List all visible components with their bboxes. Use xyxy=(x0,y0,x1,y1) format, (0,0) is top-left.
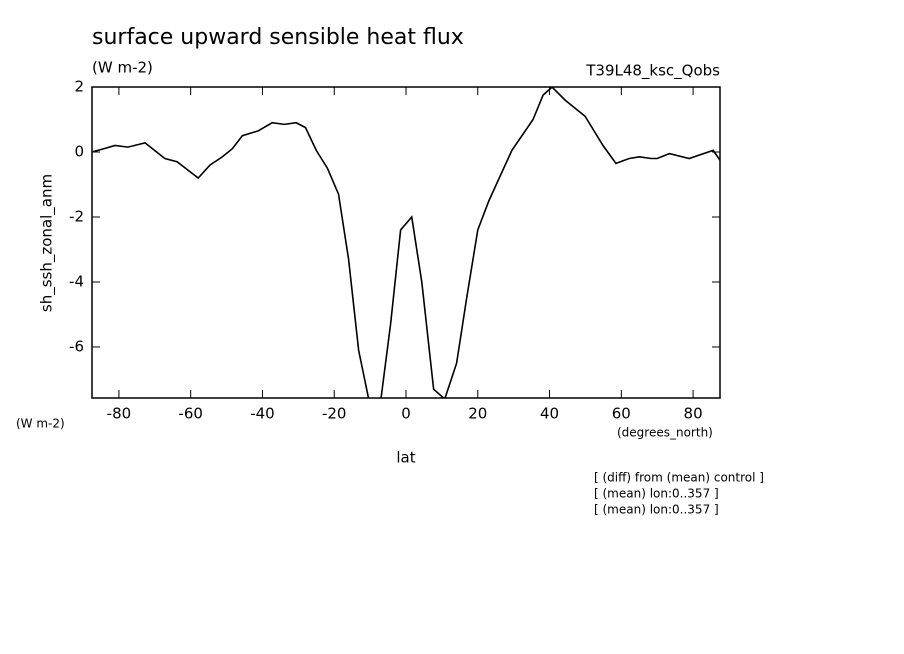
note: [ (mean) lon:0..357 ] xyxy=(594,487,719,501)
x-tick-label: 60 xyxy=(612,405,631,423)
subtitle: (W m-2) xyxy=(92,59,153,77)
note: [ (mean) lon:0..357 ] xyxy=(594,503,719,517)
x-tick-label: 0 xyxy=(401,405,411,423)
note: [ (diff) from (mean) control ] xyxy=(594,471,764,485)
x-tick-label: -80 xyxy=(107,405,132,423)
y-tick-label: -4 xyxy=(69,272,84,290)
x-tick-label: 40 xyxy=(540,405,559,423)
y-tick-label: 2 xyxy=(74,78,84,96)
x-tick-label: -60 xyxy=(178,405,203,423)
y-tick-label: 0 xyxy=(74,142,84,160)
x-tick-label: 20 xyxy=(468,405,487,423)
x-tick-label: 80 xyxy=(684,405,703,423)
y-unit: (W m-2) xyxy=(16,417,65,431)
experiment: T39L48_ksc_Qobs xyxy=(585,62,720,81)
chart-title: surface upward sensible heat flux xyxy=(92,25,464,50)
y-tick-label: -2 xyxy=(69,207,84,225)
x-tick-label: -40 xyxy=(250,405,275,423)
y-axis-label: sh_ssh_zonal_anm xyxy=(38,174,57,312)
x-tick-label: -20 xyxy=(322,405,347,423)
x-axis-label: lat xyxy=(396,449,415,467)
data-line xyxy=(92,87,720,398)
y-tick-label: -6 xyxy=(69,337,84,355)
x-unit: (degrees_north) xyxy=(617,426,713,440)
